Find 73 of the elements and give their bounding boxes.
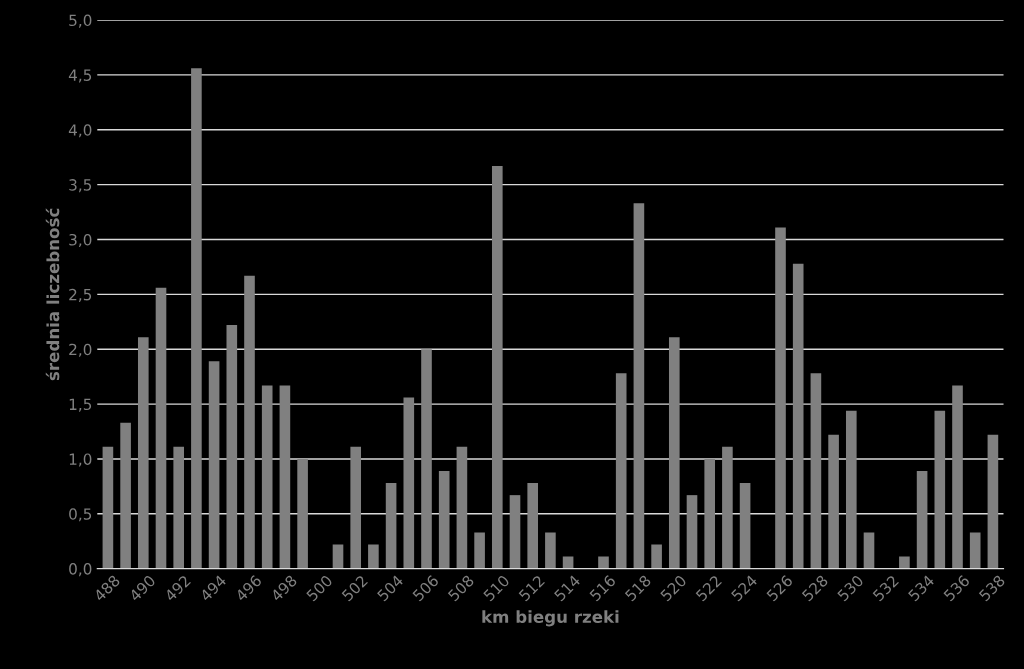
x-tick-label: 520 <box>659 574 688 602</box>
bar <box>155 287 167 569</box>
bar <box>421 349 432 569</box>
y-axis-title: średnia liczebność <box>45 208 60 381</box>
x-tick-label: 490 <box>128 574 157 602</box>
bar <box>739 483 751 569</box>
bar <box>491 165 503 569</box>
y-tick-label: 3,0 <box>69 233 92 248</box>
bar <box>173 446 185 569</box>
x-tick-label: 498 <box>270 574 298 602</box>
bar <box>120 422 131 569</box>
bar <box>863 532 875 569</box>
bar <box>633 203 645 569</box>
bar <box>969 532 981 569</box>
bar <box>279 385 291 569</box>
bar <box>545 532 556 569</box>
x-tick-label: 510 <box>482 574 511 602</box>
bar <box>456 446 468 569</box>
x-tick-label: 522 <box>695 574 723 602</box>
x-tick-label: 494 <box>199 574 227 602</box>
x-tick-label: 530 <box>836 574 865 602</box>
x-tick-label: 502 <box>341 574 369 602</box>
y-tick-label: 0,0 <box>69 563 92 577</box>
bar <box>916 471 928 569</box>
bar <box>810 373 822 569</box>
bar <box>244 275 255 569</box>
y-tick-label: 3,5 <box>69 179 92 193</box>
bar <box>261 385 273 569</box>
bar <box>952 385 963 569</box>
x-axis-title: km biegu rzeki <box>482 610 619 627</box>
bar <box>137 337 149 569</box>
bar <box>403 397 415 569</box>
bar <box>368 544 379 569</box>
bar <box>598 556 609 569</box>
bar <box>102 446 114 569</box>
x-tick-label: 496 <box>234 574 263 602</box>
bar <box>191 68 202 569</box>
x-tick-label: 500 <box>305 574 334 602</box>
bar <box>704 458 716 569</box>
bar <box>527 483 539 569</box>
y-tick-label: 2,0 <box>69 343 92 357</box>
bar <box>474 532 485 569</box>
bar <box>934 410 946 569</box>
bar <box>208 361 220 569</box>
y-tick-label: 2,5 <box>69 288 92 302</box>
x-tick-label: 532 <box>872 574 900 602</box>
bar <box>332 544 344 569</box>
bar <box>385 483 397 569</box>
y-tick-label: 5,0 <box>69 14 92 28</box>
bar <box>651 544 662 569</box>
y-tick-label: 1,5 <box>69 398 92 412</box>
x-tick-label: 492 <box>163 574 192 602</box>
bar <box>226 325 238 569</box>
y-tick-label: 0,5 <box>69 508 92 522</box>
bar <box>845 410 857 569</box>
bar <box>987 434 999 569</box>
bar <box>792 263 804 569</box>
y-tick-label: 1,0 <box>69 453 92 467</box>
bar <box>775 227 786 569</box>
bar <box>438 471 450 569</box>
bar <box>899 556 910 569</box>
bar <box>297 458 308 569</box>
bar <box>668 337 680 569</box>
y-tick-label: 4,0 <box>68 124 92 138</box>
bar <box>509 495 521 569</box>
x-tick-label: 488 <box>93 574 121 602</box>
bar <box>828 434 839 569</box>
bar <box>686 495 698 569</box>
bar <box>722 446 733 569</box>
y-tick-label: 4,5 <box>68 69 92 83</box>
bar <box>350 446 362 569</box>
x-tick-label: 512 <box>518 574 546 602</box>
bar <box>615 373 627 569</box>
